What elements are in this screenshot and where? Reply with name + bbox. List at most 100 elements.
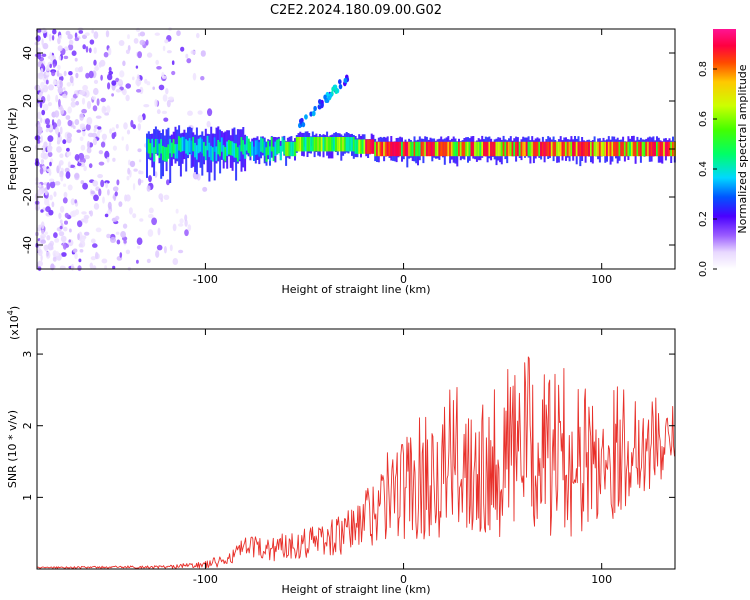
noise-cell — [84, 231, 90, 236]
colorbar-label: Normalized spectral amplitude — [736, 64, 749, 233]
carrier-cell — [598, 141, 602, 157]
carrier-cell — [409, 141, 413, 157]
carrier-cell — [622, 141, 625, 157]
noise-cell — [161, 72, 165, 78]
carrier-cell — [376, 141, 379, 157]
noise-cell — [115, 215, 120, 221]
carrier-halo-cell — [224, 131, 227, 163]
noise-cell — [80, 180, 85, 185]
noise-cell — [37, 61, 41, 68]
carrier-cell — [461, 141, 464, 157]
carrier-halo-cell — [215, 127, 218, 164]
noise-cell — [91, 29, 95, 34]
noise-cell — [132, 76, 135, 81]
carrier-cell — [367, 139, 370, 154]
noise-cell — [172, 258, 179, 265]
noise-cell — [143, 104, 150, 108]
carrier-cell — [627, 141, 630, 157]
carrier-cell — [297, 137, 300, 152]
noise-cell — [116, 239, 121, 245]
noise-cell — [63, 55, 69, 60]
carrier-cell — [368, 139, 372, 154]
noise-cell — [70, 211, 75, 217]
carrier-cell — [486, 141, 489, 157]
noise-cell — [64, 220, 68, 225]
carrier-cell — [228, 140, 231, 155]
carrier-cell — [641, 141, 644, 157]
noise-cell — [137, 148, 142, 153]
carrier-cell — [231, 141, 234, 156]
drift-cell — [309, 111, 313, 117]
spectrogram-ytick-label: -20 — [21, 188, 34, 206]
carrier-cell — [322, 137, 325, 152]
noise-cell — [75, 72, 79, 79]
noise-cell — [127, 167, 131, 175]
noise-cell — [163, 117, 169, 122]
carrier-cell — [472, 141, 475, 157]
carrier-cell — [343, 137, 347, 152]
drift-cell — [343, 77, 348, 84]
noise-cell — [163, 246, 167, 254]
noise-cell — [52, 28, 57, 35]
noise-cell — [100, 141, 106, 148]
noise-cell — [62, 242, 67, 250]
noise-cell — [74, 67, 79, 73]
noise-cell — [67, 184, 73, 191]
noise-cell — [106, 233, 111, 239]
carrier-cell — [493, 141, 496, 157]
noise-cell — [92, 137, 98, 146]
noise-cell — [119, 70, 125, 78]
carrier-cell — [302, 137, 306, 152]
noise-cell — [105, 30, 110, 38]
noise-cell — [197, 110, 203, 115]
noise-cell — [65, 30, 71, 36]
noise-cell — [165, 88, 169, 95]
noise-cell — [111, 127, 116, 132]
carrier-cell — [383, 141, 386, 157]
carrier-cell — [267, 140, 270, 156]
carrier-cell — [664, 141, 668, 157]
carrier-cell — [163, 146, 166, 162]
carrier-cell — [229, 140, 232, 156]
noise-cell — [44, 231, 48, 235]
noise-cell — [172, 223, 177, 232]
noise-cell — [38, 72, 44, 80]
noise-cell — [40, 239, 46, 244]
carrier-cell — [292, 141, 295, 157]
snr-ylabel: SNR (10 * v/v) — [6, 410, 19, 488]
noise-cell — [125, 249, 131, 255]
noise-cell — [93, 194, 99, 202]
noise-cell — [127, 34, 130, 40]
carrier-cell — [204, 145, 207, 161]
noise-cell — [196, 32, 200, 39]
carrier-cell — [606, 141, 609, 157]
noise-cell — [125, 194, 131, 202]
carrier-cell — [422, 141, 425, 157]
noise-cell — [139, 31, 146, 37]
carrier-cell — [636, 141, 639, 157]
carrier-cell — [272, 146, 275, 162]
noise-cell — [81, 97, 86, 105]
colorbar-tick-label: 0.6 — [698, 111, 709, 127]
figure-title: C2E2.2024.180.09.00.G02 — [270, 3, 442, 18]
carrier-cell — [285, 141, 288, 157]
carrier-cell — [188, 138, 191, 153]
noise-cell — [40, 117, 43, 124]
noise-cell — [162, 45, 166, 52]
noise-cell — [175, 208, 179, 214]
noise-cell — [156, 66, 162, 70]
noise-cell — [132, 213, 137, 219]
noise-cell — [207, 108, 213, 117]
noise-cell — [115, 88, 122, 93]
noise-cell — [118, 79, 123, 85]
carrier-cell — [611, 141, 614, 157]
carrier-cell — [459, 141, 462, 157]
drift-cell — [301, 122, 306, 128]
carrier-cell — [147, 139, 150, 154]
noise-cell — [37, 227, 41, 232]
noise-cell — [62, 93, 67, 99]
carrier-cell — [210, 145, 213, 161]
carrier-cell — [639, 141, 643, 157]
snr-ticks: -100 0 100 1 2 3 — [21, 329, 675, 586]
noise-cell — [70, 198, 76, 206]
